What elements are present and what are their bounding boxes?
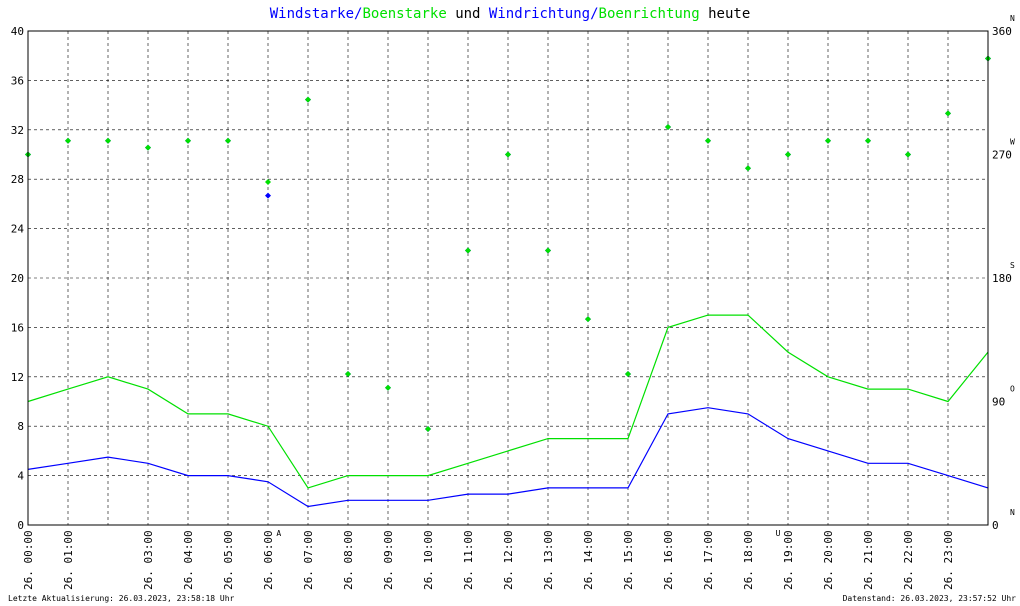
- x-tick-label: 26. 14:00: [582, 530, 595, 590]
- y2-compass-label: N: [1010, 508, 1015, 517]
- x-tick-label: 26. 11:00: [462, 530, 475, 590]
- x-tick-label: 26. 16:00: [662, 530, 675, 590]
- series-point-boenrichtung: [865, 137, 871, 144]
- title-part-windstarke: Windstarke: [270, 6, 354, 22]
- series-point-boenrichtung: [385, 384, 391, 391]
- series-layer: [25, 55, 991, 508]
- series-point-boenrichtung: [465, 247, 471, 254]
- x-tick-label: 26. 07:00: [302, 530, 315, 590]
- series-point-boenrichtung: [745, 165, 751, 172]
- series-point-boenrichtung: [105, 137, 111, 144]
- series-point-boenrichtung: [785, 151, 791, 158]
- x-tick-label: 26. 09:00: [382, 530, 395, 590]
- title-end: heute: [700, 6, 751, 22]
- y2-tick-label: 360: [992, 25, 1012, 38]
- series-point-windrichtung: [265, 192, 271, 199]
- x-tick-label: 26. 06:00: [262, 530, 275, 590]
- x-tick-label: 26. 13:00: [542, 530, 555, 590]
- chart-title: Windstarke/Boenstarke und Windrichtung/B…: [270, 6, 751, 22]
- y-tick-label: 0: [17, 519, 24, 532]
- series-point-boenrichtung: [545, 247, 551, 254]
- series-point-boenrichtung: [665, 124, 671, 131]
- x-tick-label: 26. 21:00: [862, 530, 875, 590]
- y2-tick-label: 180: [992, 272, 1012, 285]
- series-point-boenrichtung: [185, 137, 191, 144]
- x-tick-label: 26. 20:00: [822, 530, 835, 590]
- y-tick-label: 24: [11, 223, 25, 236]
- y-tick-label: 8: [17, 420, 24, 433]
- y2-tick-label: 90: [992, 396, 1005, 409]
- series-point-boenrichtung: [585, 316, 591, 323]
- x-tick-label: 26. 03:00: [142, 530, 155, 590]
- y-tick-label: 36: [11, 74, 24, 87]
- x-tick-label: 26. 22:00: [902, 530, 915, 590]
- y-tick-label: 32: [11, 124, 24, 137]
- x-tick-label: 26. 08:00: [342, 530, 355, 590]
- series-point-boenrichtung: [905, 151, 911, 158]
- series-point-boenrichtung: [825, 137, 831, 144]
- x-tick-label: 26. 23:00: [942, 530, 955, 590]
- series-point-boenrichtung: [225, 137, 231, 144]
- title-sep-2: /: [590, 6, 598, 22]
- x-tick-label: 26. 18:00: [742, 530, 755, 590]
- title-part-boenstarke: Boenstarke: [362, 6, 446, 22]
- plot-frame: [27, 30, 989, 526]
- title-part-boenrichtung: Boenrichtung: [599, 6, 700, 22]
- series-point-boenrichtung: [345, 371, 351, 378]
- x-tick-label: 26. 15:00: [622, 530, 635, 590]
- series-point-boenrichtung: [505, 151, 511, 158]
- y2-compass-label: W: [1010, 138, 1015, 147]
- title-sep-1: /: [354, 6, 362, 22]
- x-tick-label: 26. 19:00: [782, 530, 795, 590]
- series-point-boenrichtung: [705, 137, 711, 144]
- y-tick-label: 40: [11, 25, 24, 38]
- x-tick-label: 26. 05:00: [222, 530, 235, 590]
- x-tick-label: 26. 17:00: [702, 530, 715, 590]
- y-tick-label: 16: [11, 321, 24, 334]
- series-line-windstarke: [27, 407, 989, 508]
- x-tick-label: 26. 12:00: [502, 530, 515, 590]
- series-point-boenrichtung: [265, 178, 271, 185]
- footer-updated: Letzte Aktualisierung: 26.03.2023, 23:58…: [8, 594, 235, 603]
- y2-compass-label: N: [1010, 14, 1015, 23]
- title-part-windrichtung: Windrichtung: [489, 6, 590, 22]
- y-tick-label: 12: [11, 371, 24, 384]
- footer-data-state: Datenstand: 26.03.2023, 23:57:52 Uhr: [843, 594, 1017, 603]
- series-point-boenrichtung: [945, 110, 951, 117]
- y-tick-label: 4: [17, 470, 24, 483]
- y2-compass-label: O: [1010, 385, 1015, 394]
- y2-compass-label: S: [1010, 261, 1015, 270]
- y-tick-label: 28: [11, 173, 24, 186]
- x-tick-label: 26. 04:00: [182, 530, 195, 590]
- series-point-boenrichtung: [305, 96, 311, 103]
- sun-marker: U: [776, 529, 781, 538]
- series-point-boenrichtung: [65, 137, 71, 144]
- x-tick-label: 26. 10:00: [422, 530, 435, 590]
- y2-tick-label: 0: [992, 519, 999, 532]
- y2-tick-label: 270: [992, 149, 1012, 162]
- sun-marker: A: [276, 529, 281, 538]
- series-point-boenrichtung: [625, 371, 631, 378]
- title-mid: und: [447, 6, 489, 22]
- y-tick-label: 20: [11, 272, 24, 285]
- series-line-boenstarke: [27, 314, 989, 489]
- series-point-boenrichtung: [145, 144, 151, 151]
- axes: 0 4 8 12 16 20 24 28 32 36 40 0 N 90 O 180 S 270 W 360 N 26. …: [11, 14, 1015, 590]
- x-tick-label: 26. 01:00: [62, 530, 75, 590]
- x-tick-label: 26. 00:00: [22, 530, 35, 590]
- grid: [27, 30, 988, 526]
- series-point-boenrichtung: [425, 425, 431, 432]
